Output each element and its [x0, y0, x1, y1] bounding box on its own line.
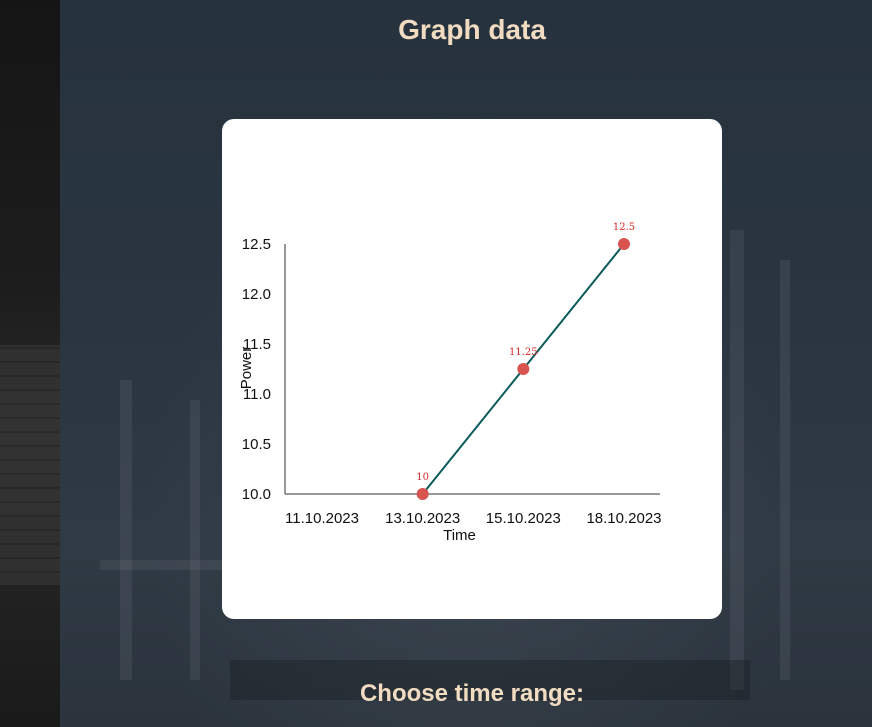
x-tick-label: 18.10.2023 — [586, 510, 661, 527]
data-point[interactable] — [416, 488, 429, 500]
y-tick-label: 10.0 — [242, 486, 271, 503]
y-tick-label: 12.5 — [242, 236, 271, 253]
page-title: Graph data — [398, 14, 546, 45]
y-tick-label: 10.5 — [242, 436, 271, 453]
data-point-label: 12.5 — [613, 222, 635, 233]
background-gym-left — [0, 0, 60, 727]
x-axis-label: Time — [443, 527, 476, 544]
data-point-label: 10 — [416, 472, 429, 483]
line-chart: 10.0 10.5 11.0 11.5 12.0 12.5 11.10.2023 13.10… — [238, 222, 662, 544]
y-tick-label: 12.0 — [242, 286, 271, 303]
x-tick-label: 11.10.2023 — [285, 510, 359, 527]
y-axis-label: Power — [238, 347, 255, 390]
data-point[interactable] — [618, 238, 630, 250]
data-point[interactable] — [517, 363, 530, 375]
data-point-label: 11.25 — [509, 347, 538, 358]
x-tick-label: 15.10.2023 — [486, 510, 561, 527]
y-tick-label: 11.0 — [243, 386, 271, 403]
y-tick-label: 11.5 — [243, 336, 271, 353]
time-range-label: Choose time range: — [359, 680, 585, 707]
chart-card: 10.0 10.5 11.0 11.5 12.0 12.5 11.10.2023 13.10… — [222, 119, 722, 619]
x-tick-label: 13.10.2023 — [385, 510, 460, 527]
